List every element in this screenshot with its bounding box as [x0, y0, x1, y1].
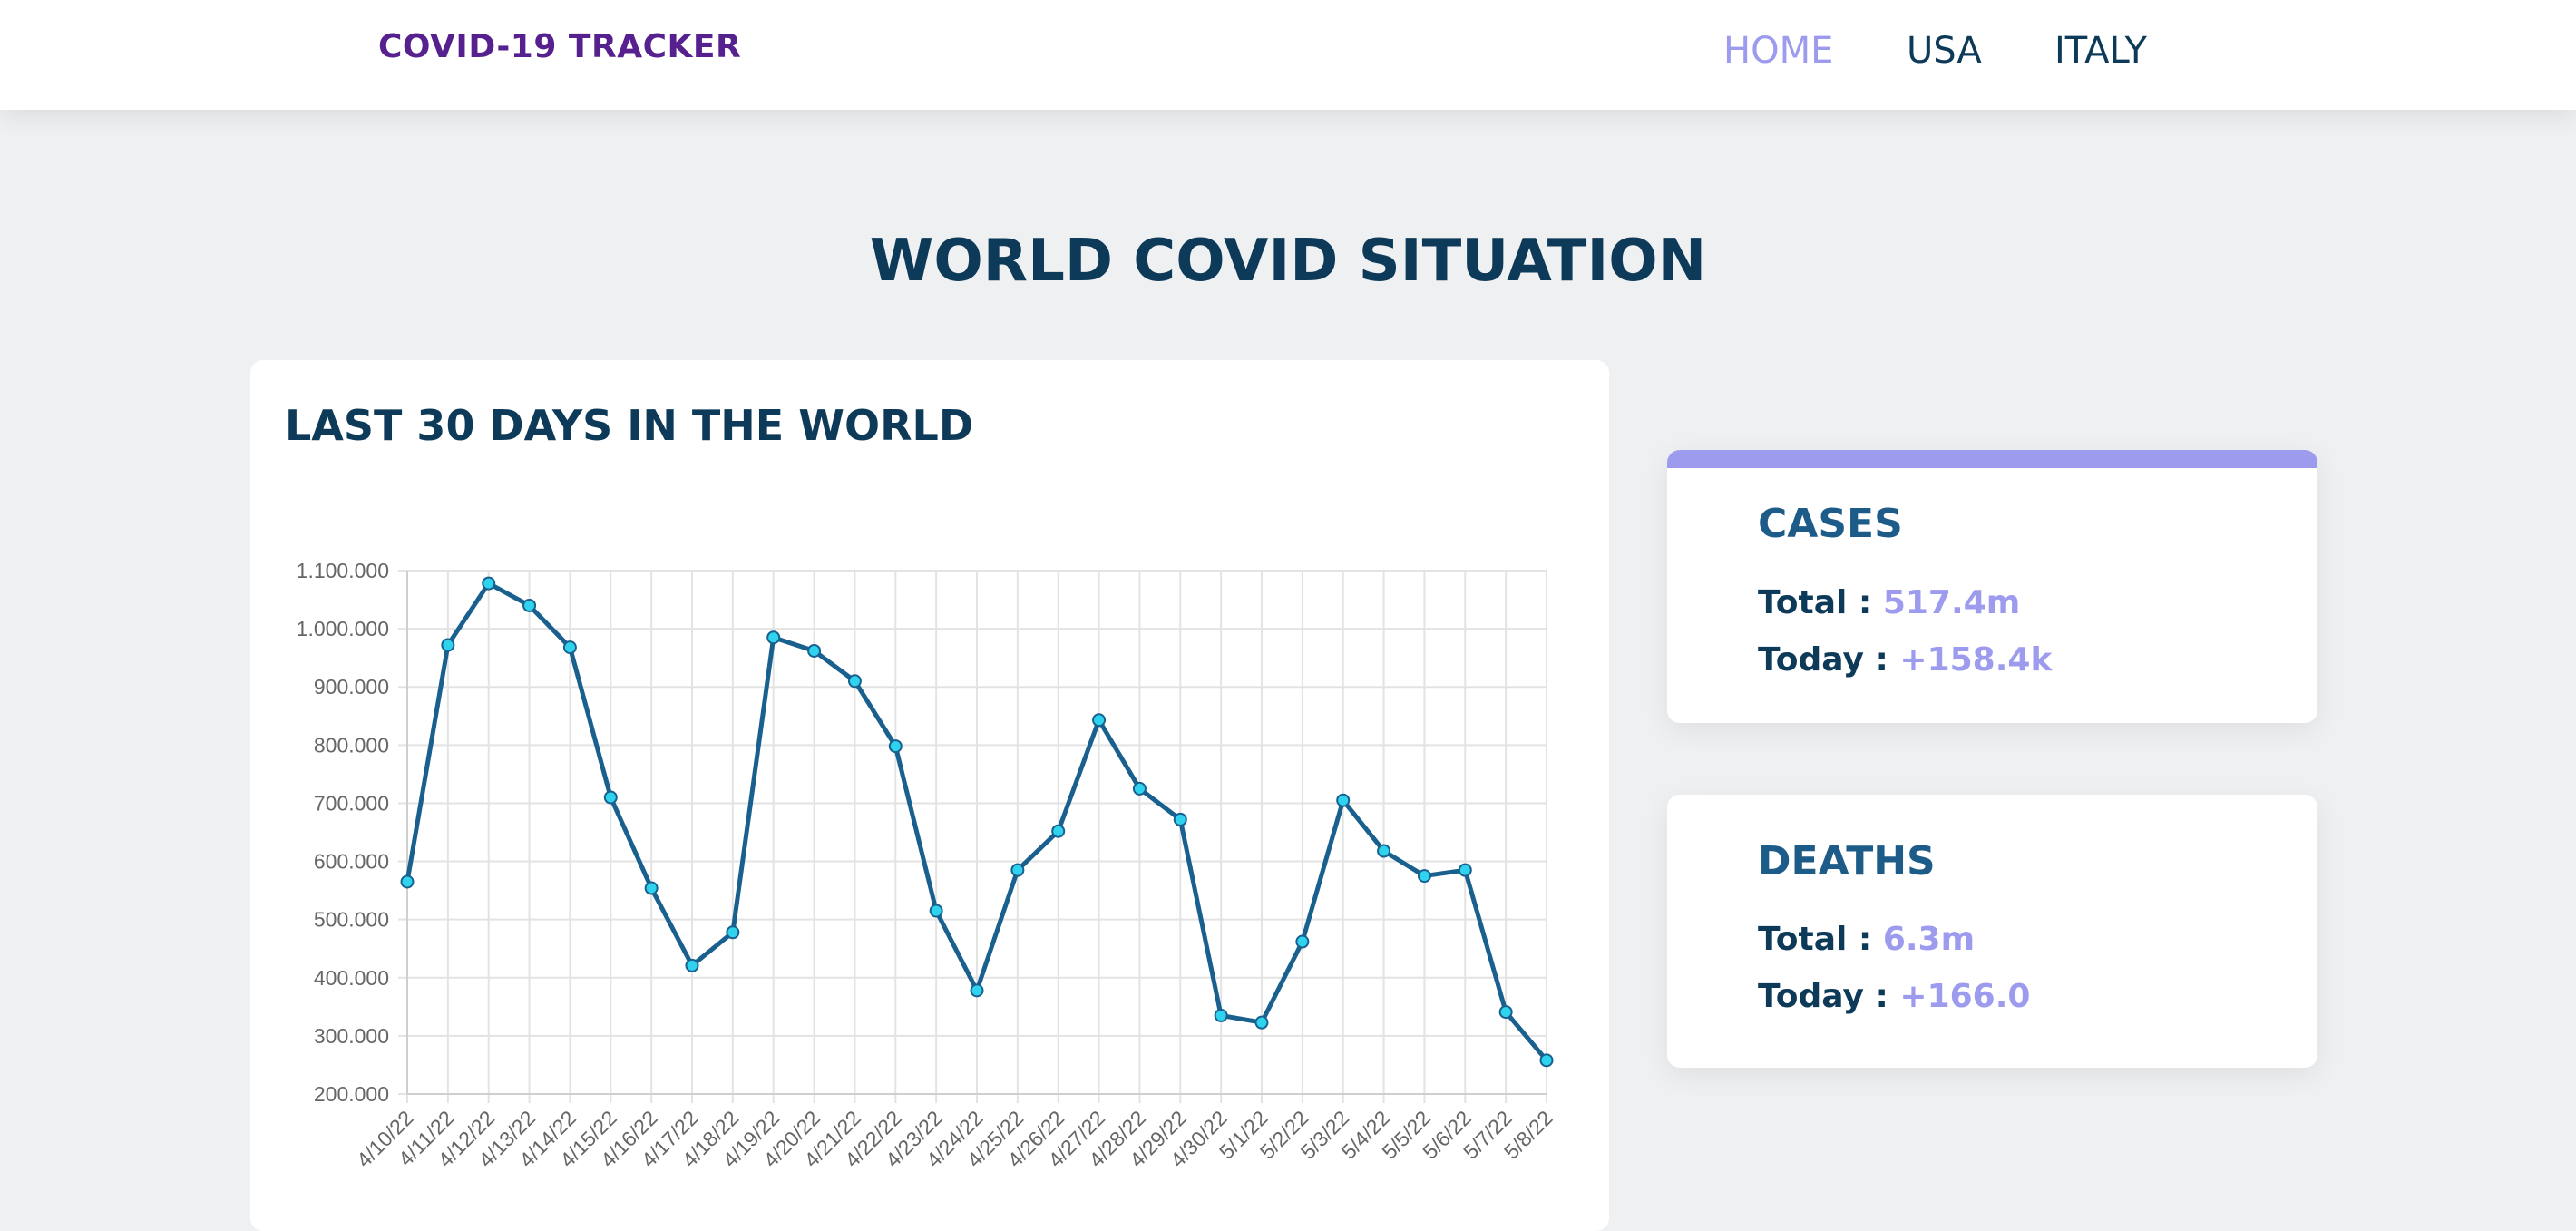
data-point — [1173, 812, 1187, 826]
y-tick-label: 800.000 — [314, 733, 389, 757]
y-tick-label: 500.000 — [314, 908, 389, 932]
deaths-total-label: Total : — [1758, 921, 1872, 958]
data-point — [441, 638, 455, 652]
data-point — [970, 983, 984, 998]
chart-card-title: LAST 30 DAYS IN THE WORLD — [285, 401, 973, 450]
y-tick-label: 300.000 — [314, 1024, 389, 1048]
y-tick-label: 600.000 — [314, 850, 389, 874]
data-point — [766, 630, 781, 645]
y-tick-label: 200.000 — [314, 1082, 389, 1106]
line-chart: 200.000 300.000 400.000 500.000 600.000 700.0… — [297, 559, 1557, 1172]
cases-today-label: Today : — [1758, 641, 1888, 679]
data-point — [562, 640, 577, 655]
data-point — [644, 881, 659, 895]
page-title: WORLD COVID SITUATION — [869, 228, 1707, 295]
deaths-total-value: 6.3m — [1882, 921, 1976, 958]
data-point — [888, 739, 903, 754]
cases-today-value: +158.4k — [1899, 641, 2053, 679]
data-point — [522, 598, 537, 612]
cases-card: CASES Total : 517.4m Today : +158.4k — [1667, 450, 2317, 723]
data-point — [726, 925, 740, 940]
data-point — [1254, 1015, 1269, 1030]
cases-heading: CASES — [1758, 501, 1903, 547]
cases-total-row: Total : 517.4m — [1758, 581, 2020, 626]
data-point — [1498, 1005, 1513, 1020]
data-point — [1214, 1008, 1228, 1022]
y-tick-label: 700.000 — [314, 791, 389, 815]
chart-card: LAST 30 DAYS IN THE WORLD 200.000 300.000… — [250, 360, 1609, 1231]
data-point — [482, 576, 496, 591]
nav-usa-link[interactable]: USA — [1907, 30, 1982, 72]
deaths-today-label: Today : — [1758, 978, 1888, 1015]
deaths-today-row: Today : +166.0 — [1758, 974, 2030, 1020]
cases-total-label: Total : — [1758, 584, 1872, 621]
deaths-today-value: +166.0 — [1899, 978, 2031, 1015]
data-point — [400, 874, 415, 889]
nav-home-link[interactable]: HOME — [1723, 30, 1834, 72]
y-tick-label: 1.000.000 — [297, 617, 389, 640]
data-point — [807, 643, 822, 658]
y-tick-label: 900.000 — [314, 675, 389, 699]
cases-today-row: Today : +158.4k — [1758, 638, 2052, 683]
data-point — [1092, 713, 1107, 728]
data-point — [1132, 781, 1147, 796]
data-point — [603, 790, 618, 805]
data-point — [1336, 793, 1351, 807]
y-tick-label: 400.000 — [314, 966, 389, 990]
deaths-heading: DEATHS — [1758, 838, 1936, 884]
nav-italy-link[interactable]: ITALY — [2054, 30, 2147, 72]
brand-logo[interactable]: COVID-19 TRACKER — [378, 28, 742, 65]
top-navbar: COVID-19 TRACKER HOME USA ITALY — [0, 0, 2576, 110]
data-point — [1295, 934, 1310, 949]
cases-card-accent-bar — [1667, 450, 2317, 468]
data-point — [1010, 863, 1025, 877]
data-point — [1377, 844, 1391, 858]
data-point — [847, 674, 862, 689]
y-tick-label: 1.100.000 — [297, 559, 389, 582]
cases-total-value: 517.4m — [1882, 584, 2021, 621]
data-point — [1458, 863, 1472, 877]
data-point — [1417, 869, 1431, 884]
data-point — [1051, 824, 1066, 838]
data-point — [1539, 1053, 1554, 1068]
deaths-total-row: Total : 6.3m — [1758, 917, 1975, 962]
data-point — [685, 958, 699, 972]
deaths-card: DEATHS Total : 6.3m Today : +166.0 — [1667, 795, 2317, 1068]
data-point — [929, 904, 943, 918]
